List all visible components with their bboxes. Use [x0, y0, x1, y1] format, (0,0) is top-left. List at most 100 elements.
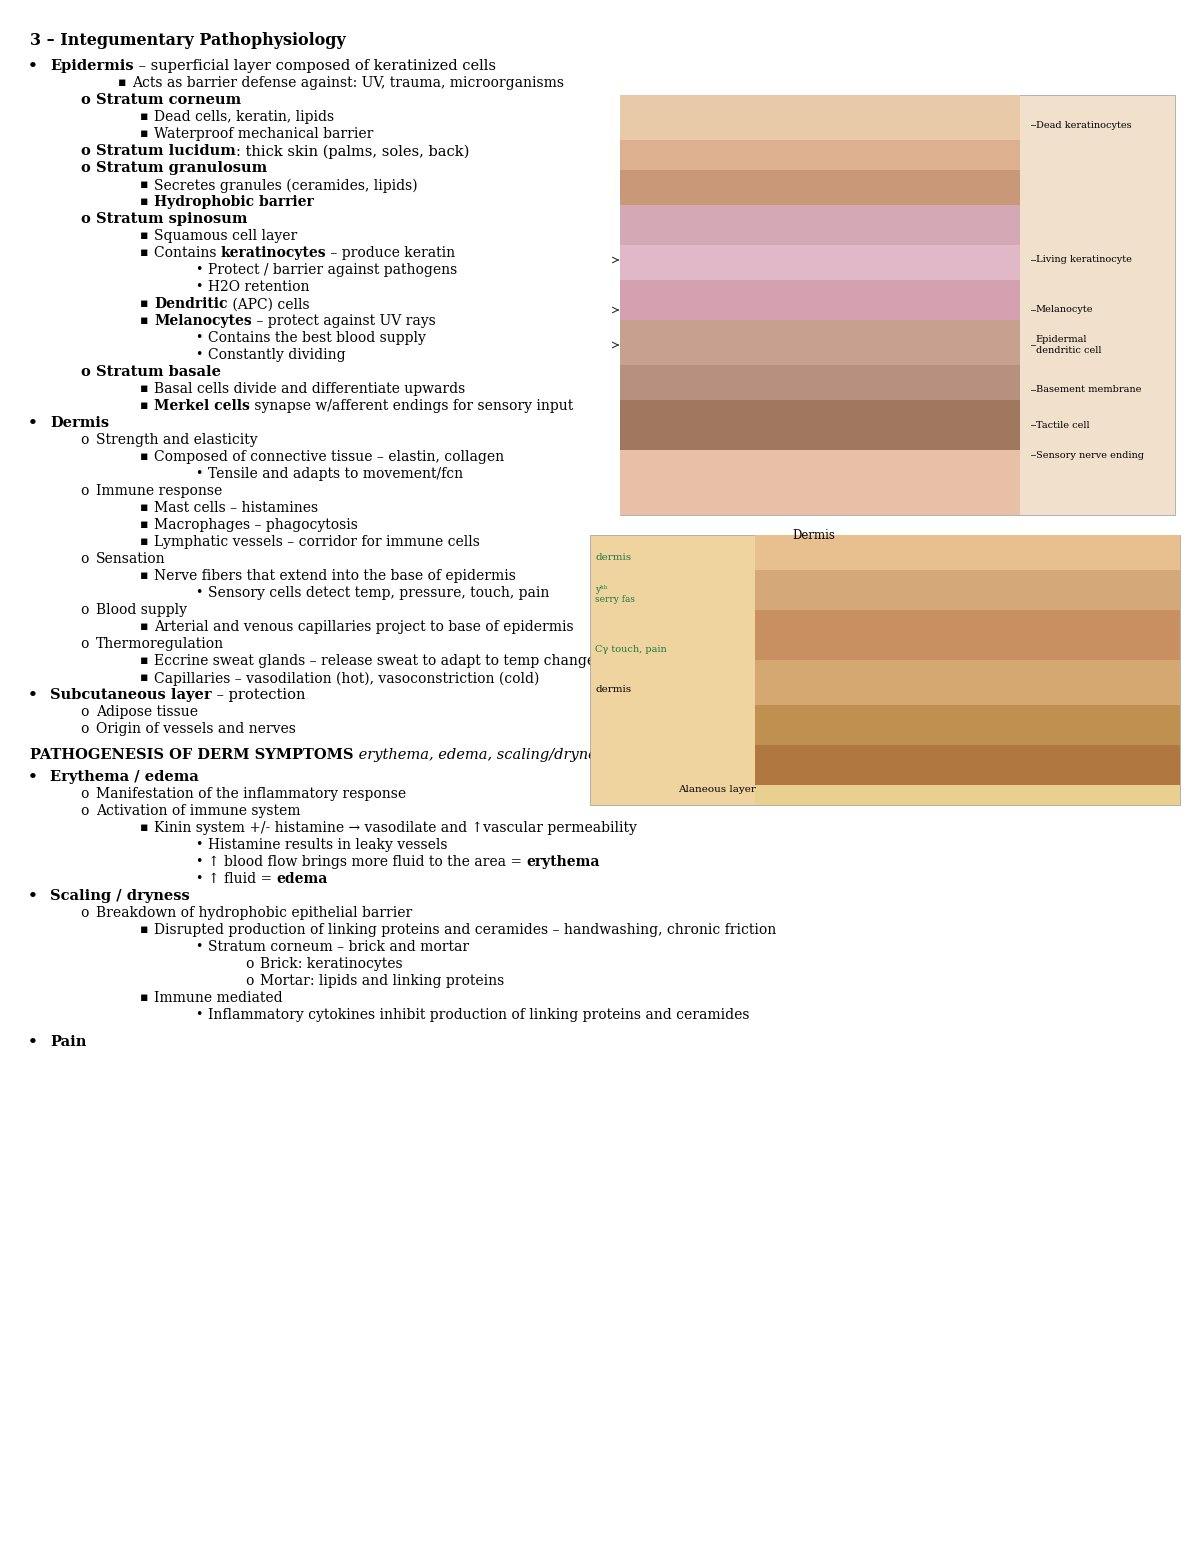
Text: Contains the best blood supply: Contains the best blood supply: [208, 331, 426, 345]
Text: •: •: [194, 871, 203, 885]
Text: •: •: [28, 770, 38, 784]
Text: Stratum basale: Stratum basale: [96, 365, 221, 379]
Text: ▪: ▪: [140, 991, 149, 1003]
Text: Contains: Contains: [154, 247, 221, 261]
Bar: [755, 745, 1180, 784]
Text: Thermoregulation: Thermoregulation: [96, 637, 224, 651]
Text: Erythema / edema: Erythema / edema: [50, 770, 199, 784]
Text: •: •: [194, 854, 203, 868]
Text: edema: edema: [276, 871, 328, 885]
Text: o: o: [80, 433, 89, 447]
Text: Cγ touch, pain: Cγ touch, pain: [595, 644, 667, 654]
Text: – superficial layer composed of keratinized cells: – superficial layer composed of keratini…: [133, 59, 496, 73]
Text: Disrupted production of linking proteins and ceramides – handwashing, chronic fr: Disrupted production of linking proteins…: [154, 922, 776, 936]
Text: keratinocytes: keratinocytes: [221, 247, 326, 261]
Text: o: o: [80, 365, 90, 379]
Text: o: o: [80, 213, 90, 227]
Text: Dead keratinocytes: Dead keratinocytes: [1036, 121, 1132, 129]
Text: Dead cells, keratin, lipids: Dead cells, keratin, lipids: [154, 110, 334, 124]
Text: Strength and elasticity: Strength and elasticity: [96, 433, 258, 447]
Text: dermis: dermis: [595, 685, 631, 694]
Text: ▪: ▪: [140, 922, 149, 936]
Text: Squamous cell layer: Squamous cell layer: [154, 230, 298, 244]
Bar: [620, 95, 1175, 516]
Text: Breakdown of hydrophobic epithelial barrier: Breakdown of hydrophobic epithelial barr…: [96, 905, 413, 919]
Text: ▪: ▪: [140, 519, 149, 531]
Text: ▪: ▪: [140, 179, 149, 191]
Text: : thick skin (palms, soles, back): : thick skin (palms, soles, back): [235, 144, 469, 158]
Text: o: o: [80, 787, 89, 801]
Text: Epidermis: Epidermis: [50, 59, 133, 73]
Text: ↑ blood flow brings more fluid to the area =: ↑ blood flow brings more fluid to the ar…: [208, 854, 527, 868]
Bar: [755, 610, 1180, 660]
Text: yʰʰ
serry fas: yʰʰ serry fas: [595, 585, 635, 604]
Text: ▪: ▪: [140, 230, 149, 242]
Text: Mortar: lipids and linking proteins: Mortar: lipids and linking proteins: [260, 974, 504, 988]
Text: Constantly dividing: Constantly dividing: [208, 348, 346, 362]
Text: synapse w/afferent endings for sensory input: synapse w/afferent endings for sensory i…: [250, 399, 574, 413]
Text: dermis: dermis: [595, 553, 631, 562]
Text: Acts as barrier defense against: UV, trauma, microorganisms: Acts as barrier defense against: UV, tra…: [132, 76, 564, 90]
Text: Scaling / dryness: Scaling / dryness: [50, 888, 190, 902]
Text: ↑ fluid =: ↑ fluid =: [208, 871, 276, 885]
Text: •: •: [194, 585, 203, 599]
Text: Capillaries – vasodilation (hot), vasoconstriction (cold): Capillaries – vasodilation (hot), vasoco…: [154, 671, 539, 685]
Text: ▪: ▪: [140, 196, 149, 208]
Text: ▪: ▪: [140, 247, 149, 259]
Text: o: o: [245, 974, 253, 988]
Text: – produce keratin: – produce keratin: [326, 247, 456, 261]
Text: Living keratinocyte: Living keratinocyte: [1036, 256, 1132, 264]
Text: Dermis: Dermis: [793, 530, 835, 542]
Text: •: •: [194, 331, 203, 345]
Text: Brick: keratinocytes: Brick: keratinocytes: [260, 957, 403, 971]
Text: o: o: [80, 162, 90, 175]
Text: Dermis: Dermis: [50, 416, 109, 430]
Text: Alaneous layer: Alaneous layer: [678, 784, 756, 794]
Text: Merkel cells: Merkel cells: [154, 399, 250, 413]
Text: 3 – Integumentary Pathophysiology: 3 – Integumentary Pathophysiology: [30, 33, 346, 50]
Text: Hydrophobic barrier: Hydrophobic barrier: [154, 196, 313, 210]
Text: Origin of vessels and nerves: Origin of vessels and nerves: [96, 722, 296, 736]
Text: Epidermal
dendritic cell: Epidermal dendritic cell: [1036, 335, 1102, 354]
Text: PATHOGENESIS OF DERM SYMPTOMS: PATHOGENESIS OF DERM SYMPTOMS: [30, 747, 354, 761]
Text: Kinin system +/- histamine → vasodilate and ↑vascular permeability: Kinin system +/- histamine → vasodilate …: [154, 822, 637, 836]
Text: Tensile and adapts to movement/fcn: Tensile and adapts to movement/fcn: [208, 467, 463, 481]
Text: Melanocytes: Melanocytes: [154, 314, 252, 328]
Text: Pain: Pain: [50, 1034, 86, 1048]
Bar: [755, 570, 1180, 610]
Text: •: •: [28, 688, 38, 702]
Bar: [620, 95, 1020, 140]
Text: Activation of immune system: Activation of immune system: [96, 804, 300, 818]
Text: o: o: [80, 485, 89, 499]
Text: Sensory nerve ending: Sensory nerve ending: [1036, 450, 1144, 460]
Text: Stratum spinosum: Stratum spinosum: [96, 213, 247, 227]
Text: H2O retention: H2O retention: [208, 280, 310, 294]
Text: Immune mediated: Immune mediated: [154, 991, 283, 1005]
Text: erythema, edema, scaling/dryness, pain, pruritis: erythema, edema, scaling/dryness, pain, …: [354, 747, 718, 761]
Text: ▪: ▪: [140, 502, 149, 514]
Text: o: o: [80, 553, 89, 567]
Bar: [620, 205, 1020, 245]
Text: •: •: [194, 348, 203, 362]
Text: erythema: erythema: [527, 854, 600, 868]
Text: Sensation: Sensation: [96, 553, 166, 567]
Text: o: o: [80, 144, 90, 158]
Bar: [620, 365, 1020, 401]
Bar: [620, 140, 1020, 169]
Text: •: •: [28, 59, 38, 73]
Bar: [755, 534, 1180, 570]
Text: •: •: [194, 940, 203, 954]
Text: – protect against UV rays: – protect against UV rays: [252, 314, 436, 328]
Text: ▪: ▪: [140, 382, 149, 394]
Text: ▪: ▪: [140, 314, 149, 328]
Text: o: o: [245, 957, 253, 971]
Bar: [620, 169, 1020, 205]
Text: ▪: ▪: [140, 297, 149, 311]
Text: ▪: ▪: [140, 822, 149, 834]
Text: ▪: ▪: [118, 76, 126, 89]
Text: Waterproof mechanical barrier: Waterproof mechanical barrier: [154, 127, 373, 141]
Text: Histamine results in leaky vessels: Histamine results in leaky vessels: [208, 837, 448, 851]
Text: •: •: [28, 888, 38, 902]
Text: Stratum corneum: Stratum corneum: [96, 93, 241, 107]
Bar: [590, 534, 1180, 804]
